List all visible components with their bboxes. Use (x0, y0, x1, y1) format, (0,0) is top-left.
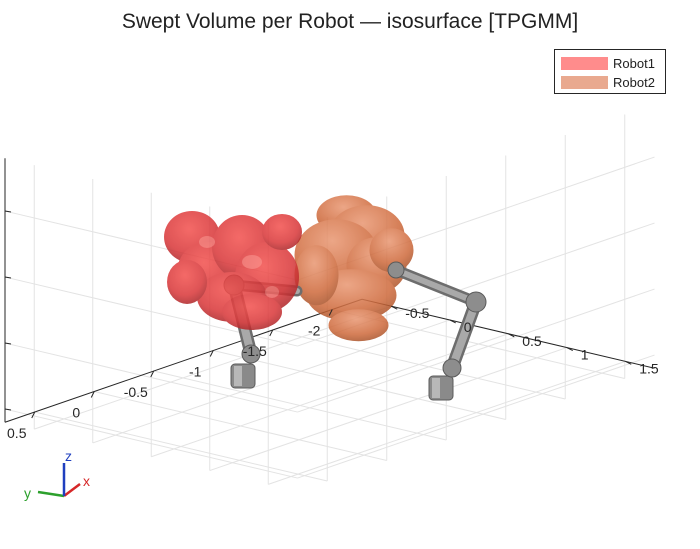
grid-line (151, 333, 509, 458)
legend[interactable]: Robot1 Robot2 (554, 49, 666, 94)
y-tick-label: 0.5 (522, 333, 542, 349)
legend-item-robot2[interactable]: Robot2 (561, 73, 655, 91)
legend-swatch-robot1 (561, 56, 608, 70)
swept-volume-robot1 (164, 210, 303, 330)
robot2-base-shade (432, 378, 440, 398)
grid-line (268, 360, 626, 485)
x-tick-label: 0.5 (7, 425, 27, 441)
volume-highlight (199, 235, 216, 248)
axis-ticks: 00.511.50.50-0.5-1-1.5-2-0.500.511.5 (4, 210, 659, 441)
x-axis-line (4, 298, 363, 423)
robot2-shoulder-joint (442, 358, 462, 378)
robot1-shoulder-joint (241, 344, 261, 364)
robot2-elbow-joint (465, 291, 487, 313)
swept-volume-robot2 (294, 195, 414, 342)
x-tick-label: -1 (189, 364, 202, 380)
z-tick (4, 276, 12, 279)
grid-line (4, 408, 298, 479)
y-tick (391, 305, 398, 310)
volume-highlight (265, 285, 280, 298)
legend-label-robot1: Robot1 (613, 55, 655, 71)
x-tick-label: -1.5 (243, 343, 267, 359)
x-tick (150, 370, 155, 378)
volume-lobe (262, 213, 303, 250)
y-tick (625, 360, 632, 365)
grid-line (297, 288, 655, 413)
x-tick (328, 309, 333, 316)
triad-z-label: z (65, 448, 72, 464)
volume-lobe (222, 293, 283, 330)
triad-y-axis (37, 490, 65, 498)
x-tick (31, 411, 36, 419)
z-tick (4, 342, 12, 345)
z-tick (4, 408, 12, 411)
triad-y-label: y (24, 485, 31, 501)
volume-lobe (369, 228, 414, 273)
triad-x-label: x (83, 473, 90, 489)
legend-item-robot1[interactable]: Robot1 (561, 54, 655, 72)
volume-lobe (167, 259, 208, 304)
robot2-forearm-shade (393, 267, 479, 305)
x-tick (269, 329, 274, 337)
grid-line (4, 342, 298, 413)
grid-line (297, 354, 655, 479)
x-tick-label: 0 (72, 405, 80, 421)
y-tick (566, 347, 573, 351)
legend-label-robot2: Robot2 (613, 74, 655, 90)
volume-lobe (294, 245, 339, 306)
triad-x-axis (63, 483, 81, 497)
robot2-wrist-joint (387, 261, 405, 279)
x-tick-label: -0.5 (124, 384, 148, 400)
x-tick (209, 350, 214, 357)
legend-swatch-robot2 (561, 75, 608, 89)
volume-highlight (242, 254, 263, 269)
x-tick (90, 391, 95, 398)
robot1-base-shade (234, 366, 242, 386)
y-tick-label: 1 (581, 347, 589, 363)
y-tick-label: 0 (464, 319, 472, 335)
z-tick (4, 210, 12, 213)
y-tick-label: -0.5 (405, 305, 429, 321)
grid-line (209, 347, 567, 472)
chart-title: Swept Volume per Robot — isosurface [TPG… (121, 10, 579, 33)
y-tick-label: 1.5 (639, 360, 659, 376)
y-tick (449, 319, 456, 324)
y-tick (508, 333, 515, 338)
axes-triad: x y z (24, 448, 90, 501)
volume-lobe (328, 309, 389, 342)
grid-line (92, 319, 450, 444)
robot2-upper-arm-shade (448, 298, 480, 372)
x-tick-label: -2 (308, 323, 321, 339)
